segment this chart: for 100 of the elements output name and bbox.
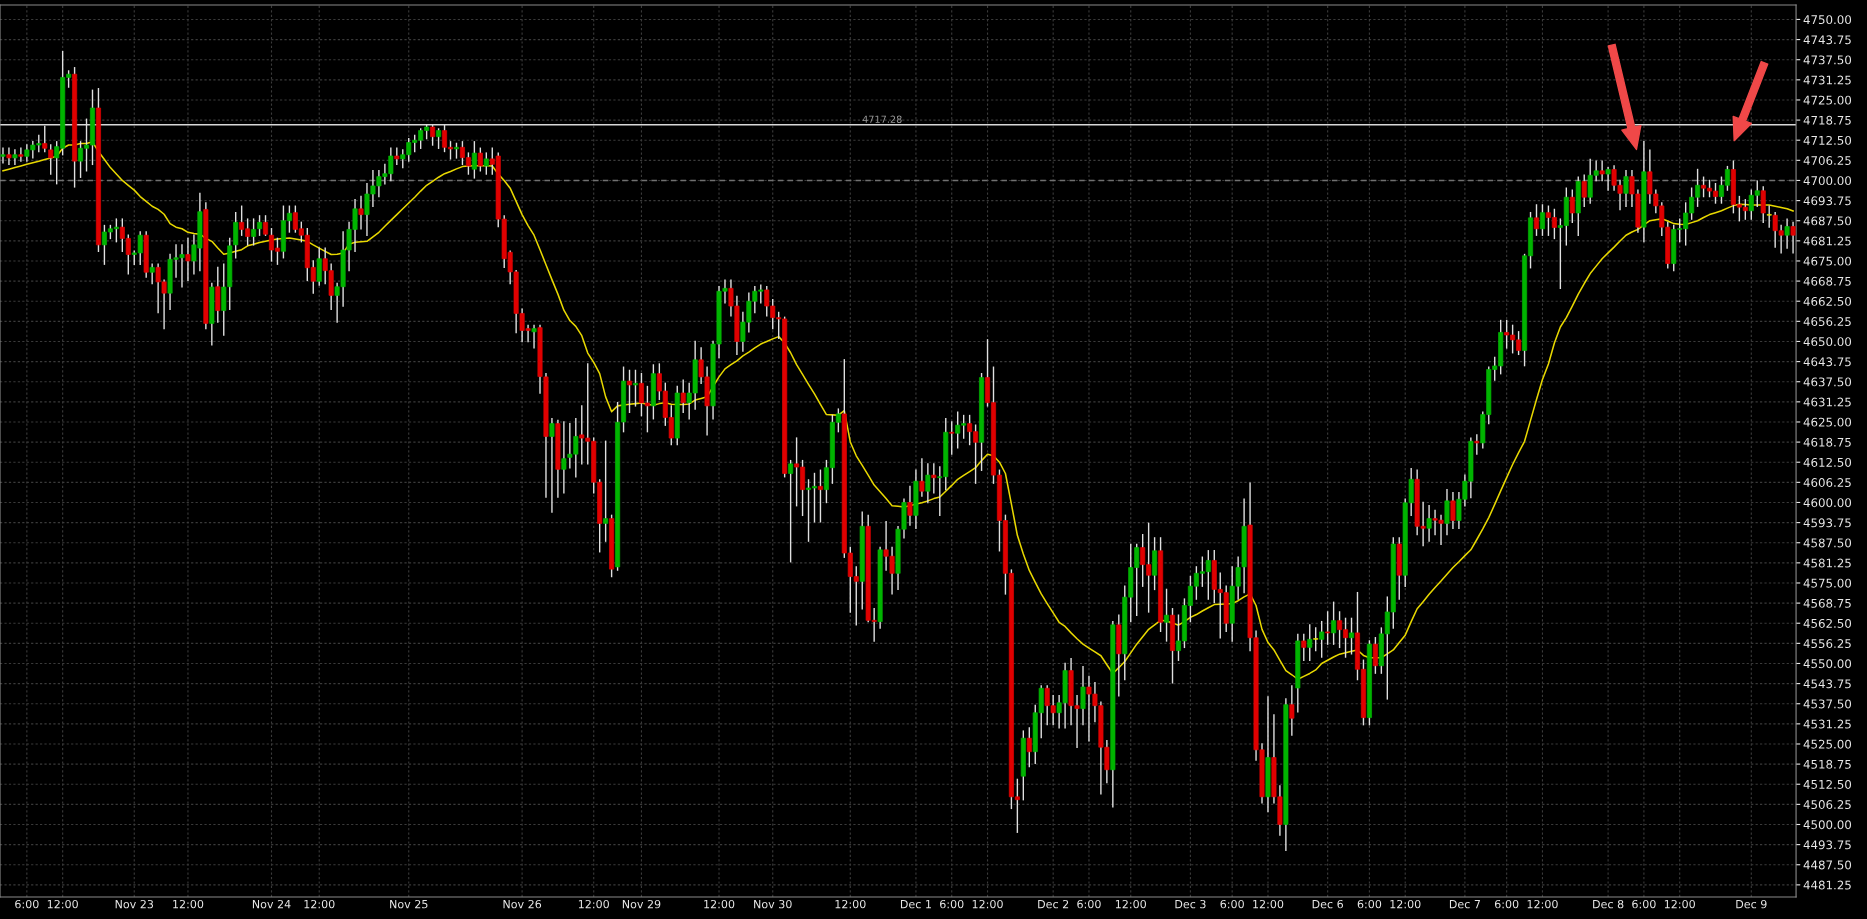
candlestick — [1569, 189, 1575, 224]
y-tick-label: 4581.25 — [1803, 558, 1851, 568]
candlestick — [1307, 624, 1313, 661]
x-tick-label: Nov 23 — [115, 899, 154, 909]
candlestick — [1784, 218, 1790, 249]
y-tick-label: 4568.75 — [1803, 598, 1851, 608]
y-tick-label: 4675.00 — [1803, 256, 1852, 266]
candlestick — [1331, 601, 1337, 645]
y-tick-label: 4750.00 — [1803, 15, 1852, 25]
candlestick — [1533, 204, 1539, 236]
x-tick-label: 12:00 — [972, 899, 1003, 909]
x-tick-label: 12:00 — [1253, 899, 1284, 909]
candlestick — [531, 324, 537, 349]
candlestick — [1426, 505, 1432, 542]
y-tick-label: 4743.75 — [1803, 35, 1851, 45]
y-tick-label: 4656.25 — [1803, 317, 1851, 326]
candlestick — [1599, 160, 1605, 182]
y-tick-label: 4637.50 — [1803, 377, 1852, 387]
candlestick — [949, 421, 955, 455]
candlestick — [561, 421, 567, 494]
x-tick-label: 6:00 — [1077, 899, 1101, 909]
candlestick — [1760, 186, 1766, 224]
candlestick — [12, 149, 18, 166]
candlestick — [919, 458, 925, 497]
candlestick — [817, 469, 823, 523]
candlestick — [1313, 627, 1319, 652]
y-tick-label: 4650.00 — [1803, 337, 1852, 347]
y-tick-label: 4531.25 — [1803, 719, 1851, 729]
candlestick — [263, 215, 269, 236]
x-tick-label: Dec 7 — [1449, 900, 1480, 909]
x-tick-label: 12:00 — [1527, 899, 1558, 909]
y-tick-label: 4718.75 — [1803, 115, 1851, 125]
x-tick-label: 6:00 — [1357, 899, 1382, 909]
candlestick — [788, 459, 794, 563]
y-tick-label: 4631.25 — [1803, 397, 1851, 407]
x-tick-label: 12:00 — [835, 899, 866, 909]
y-tick-label: 4725.00 — [1803, 95, 1852, 105]
candlestick — [149, 263, 155, 285]
x-tick-label: 12:00 — [1390, 899, 1421, 909]
y-tick-label: 4668.75 — [1803, 276, 1851, 286]
candlestick — [257, 215, 263, 236]
y-tick-label: 4518.75 — [1803, 759, 1851, 769]
candlestick — [1164, 588, 1170, 642]
candlestick — [603, 440, 609, 542]
candlestick — [1319, 620, 1325, 658]
y-tick-label: 4543.75 — [1803, 679, 1851, 689]
candlestick — [1605, 166, 1611, 191]
candlestick — [1289, 685, 1295, 736]
x-tick-label: 6:00 — [1494, 899, 1519, 909]
y-tick-label: 4562.50 — [1803, 618, 1852, 628]
candlestick — [1581, 174, 1587, 207]
candlestick — [48, 144, 54, 175]
y-tick-label: 4625.00 — [1803, 417, 1852, 427]
candlestick — [1539, 204, 1545, 236]
x-tick-label: Dec 3 — [1175, 899, 1206, 909]
x-tick-label: Nov 25 — [390, 899, 428, 909]
candlestick — [1623, 170, 1629, 207]
candlestick — [471, 141, 477, 179]
candlestick — [483, 152, 489, 175]
candlestick — [185, 237, 191, 281]
candlestick — [0, 147, 6, 164]
y-tick-label: 4493.75 — [1803, 840, 1851, 850]
x-tick-label: 6:00 — [940, 899, 964, 909]
y-tick-label: 4525.00 — [1803, 739, 1852, 749]
y-tick-label: 4481.25 — [1803, 880, 1851, 890]
x-tick-label: 12:00 — [1115, 899, 1147, 909]
y-tick-label: 4681.25 — [1803, 236, 1851, 246]
x-tick-label: Nov 30 — [754, 899, 792, 909]
y-tick-label: 4593.75 — [1803, 518, 1851, 528]
candlestick — [1450, 492, 1456, 529]
candlestick — [627, 369, 633, 414]
y-tick-label: 4537.50 — [1803, 699, 1852, 709]
candlestick — [316, 247, 322, 286]
candlestick — [1301, 633, 1307, 661]
candlestick — [1349, 617, 1355, 655]
candlestick — [680, 379, 686, 414]
y-tick-label: 4600.00 — [1803, 498, 1852, 508]
candlestick — [1766, 205, 1772, 228]
candlestick — [1026, 727, 1032, 768]
candlestick — [549, 418, 555, 513]
x-tick-label: Nov 29 — [622, 899, 661, 909]
candlestick — [18, 147, 24, 162]
x-tick-label: Dec 8 — [1593, 899, 1624, 909]
candlestick — [925, 463, 931, 504]
y-tick-label: 4500.00 — [1803, 820, 1852, 830]
x-tick-label: 12:00 — [173, 899, 204, 909]
x-tick-label: 12:00 — [1664, 899, 1695, 909]
x-tick-label: Dec 2 — [1038, 899, 1069, 909]
y-tick-label: 4618.75 — [1803, 437, 1851, 447]
y-tick-label: 4575.00 — [1803, 578, 1852, 588]
y-tick-label: 4612.50 — [1803, 457, 1852, 467]
candlestick — [632, 369, 638, 407]
x-tick-label: 6:00 — [1220, 899, 1244, 909]
x-tick-label: 12:00 — [47, 899, 78, 909]
x-tick-label: 6:00 — [15, 899, 39, 909]
candlestick — [907, 485, 913, 526]
y-tick-label: 4706.25 — [1803, 156, 1851, 165]
candlestick — [477, 147, 483, 172]
y-tick-label: 4606.25 — [1803, 478, 1851, 487]
x-tick-label: Dec 9 — [1736, 899, 1767, 909]
